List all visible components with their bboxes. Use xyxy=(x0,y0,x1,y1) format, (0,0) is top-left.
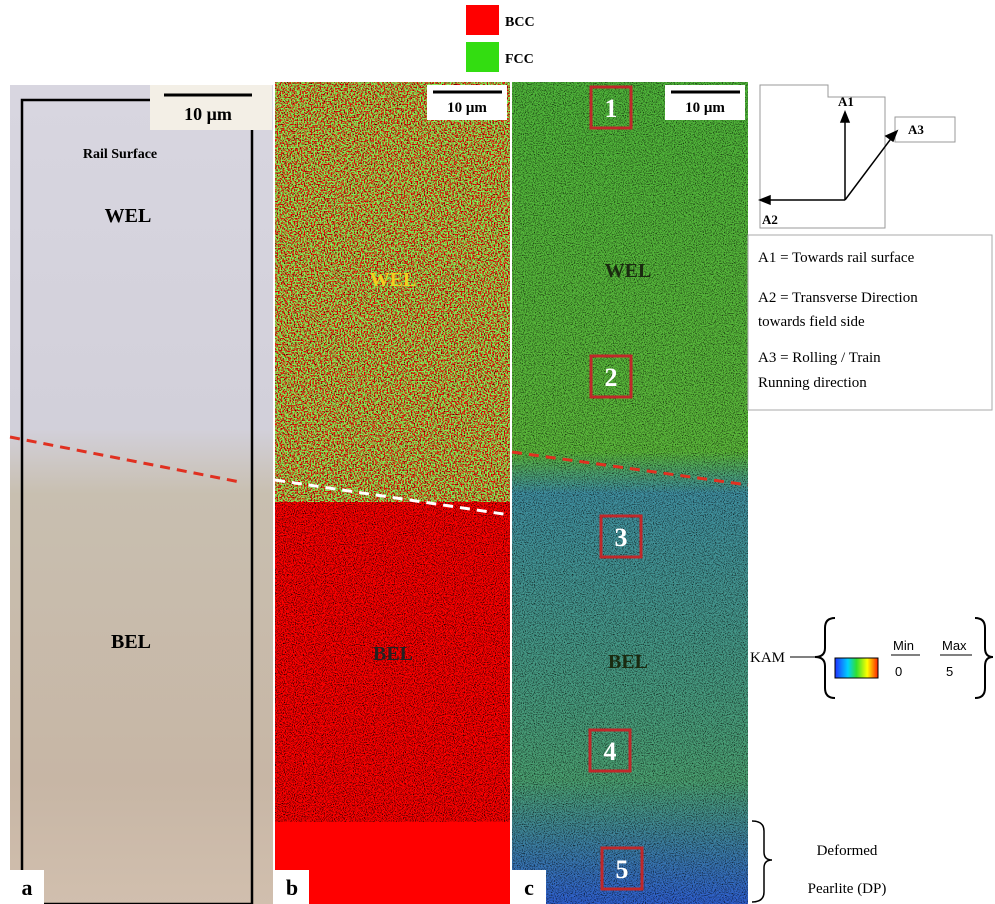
axes-box xyxy=(760,85,885,228)
brace xyxy=(752,821,772,902)
panel-label: a xyxy=(22,875,33,900)
region-label: 4 xyxy=(604,737,617,766)
panel-label: c xyxy=(524,875,534,900)
region-label: 5 xyxy=(616,855,629,884)
axes-box xyxy=(895,117,955,142)
figure: BCC FCC 10 μm Rail Surface WEL BEL a 10 … xyxy=(0,0,995,904)
annotation: WEL xyxy=(605,260,652,282)
kam-max-label: Max xyxy=(942,638,967,653)
kam-min: 0 xyxy=(895,664,902,679)
description: A2 = Transverse Direction xyxy=(758,290,918,306)
scale-label: 10 μm xyxy=(184,104,232,124)
annotation: Rail Surface xyxy=(83,147,157,162)
legend-label: FCC xyxy=(505,52,534,67)
annotation: BEL xyxy=(373,643,413,665)
kam-min-label: Min xyxy=(893,638,914,653)
annotation: Deformed xyxy=(817,843,878,859)
region-label: 1 xyxy=(605,94,618,123)
panel-label: b xyxy=(286,875,298,900)
legend-swatch xyxy=(466,5,499,35)
scale-label: 10 μm xyxy=(685,100,725,116)
axis-label: A1 xyxy=(838,94,854,109)
description: towards field side xyxy=(758,314,865,330)
axis-label: A2 xyxy=(762,212,778,227)
annotation: WEL xyxy=(105,205,152,227)
description: A1 = Towards rail surface xyxy=(758,250,915,266)
annotation: BEL xyxy=(111,631,151,653)
brace xyxy=(975,618,993,698)
legend-label: BCC xyxy=(505,15,535,30)
texture xyxy=(275,82,510,502)
axis-label: A3 xyxy=(908,122,924,137)
scale-label: 10 μm xyxy=(447,100,487,116)
region-label: 3 xyxy=(615,523,628,552)
color-bar xyxy=(835,658,878,678)
description: A3 = Rolling / Train xyxy=(758,350,881,366)
region-label: 2 xyxy=(605,363,618,392)
annotation: Pearlite (DP) xyxy=(808,881,887,897)
kam-label: KAM xyxy=(750,650,785,666)
texture xyxy=(512,82,748,904)
annotation: WEL xyxy=(370,269,417,291)
legend-swatch xyxy=(466,42,499,72)
kam-max: 5 xyxy=(946,664,953,679)
brace xyxy=(815,618,835,698)
annotation: BEL xyxy=(608,651,648,673)
page: BCC FCC 10 μm Rail Surface WEL BEL a 10 … xyxy=(0,0,995,904)
description: Running direction xyxy=(758,375,867,391)
